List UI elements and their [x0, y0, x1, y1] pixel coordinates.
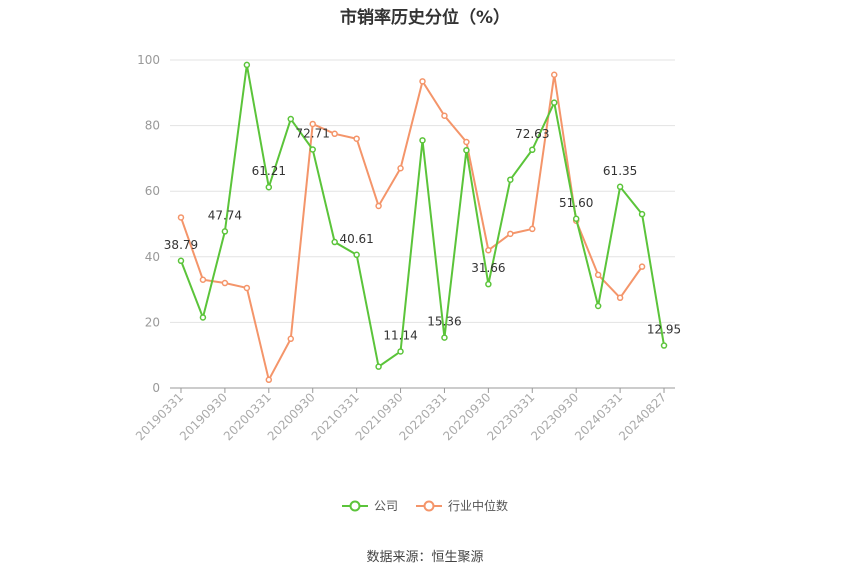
data-point — [419, 78, 426, 85]
data-point — [550, 99, 558, 106]
data-point — [441, 334, 448, 341]
data-point — [616, 183, 624, 191]
y-tick-label: 80 — [145, 119, 160, 133]
y-tick-label: 20 — [145, 315, 160, 329]
series-1 — [177, 71, 646, 384]
data-point — [572, 215, 580, 223]
data-point — [177, 257, 185, 265]
data-point — [507, 230, 514, 238]
data-label: 12.95 — [647, 323, 681, 337]
data-point — [397, 348, 404, 355]
y-tick-label: 100 — [137, 53, 160, 67]
legend-company-marker — [341, 500, 368, 511]
data-point — [638, 210, 646, 218]
legend: 公司 行业中位数 — [0, 497, 850, 514]
y-axis: 0 20 40 60 80 100 — [137, 53, 160, 395]
data-point — [199, 314, 207, 321]
data-point — [353, 135, 360, 142]
legend-industry-marker — [416, 500, 442, 511]
data-label: 31.66 — [471, 261, 505, 275]
data-point — [594, 271, 602, 279]
data-point — [353, 251, 360, 259]
data-point — [529, 225, 536, 233]
data-point — [441, 112, 448, 120]
y-tick-label: 0 — [152, 381, 160, 395]
data-point — [243, 61, 251, 69]
series-line — [180, 64, 666, 369]
data-point — [243, 284, 251, 292]
data-point — [550, 71, 558, 79]
data-point — [309, 120, 316, 128]
legend-industry-label: 行业中位数 — [448, 499, 509, 513]
x-tick-labels: 2019033120190930202003312020093020210331… — [133, 390, 669, 443]
data-label: 11.14 — [383, 328, 417, 342]
data-point — [287, 115, 295, 123]
data-point — [419, 137, 426, 144]
legend-company-label: 公司 — [373, 499, 398, 513]
data-point — [221, 279, 229, 287]
data-point — [594, 302, 602, 310]
data-label: 15.36 — [427, 315, 461, 329]
data-point — [287, 335, 295, 343]
data-point — [265, 376, 273, 384]
line-chart: 0 20 40 60 80 100 201903312019093020200331202… — [133, 53, 681, 443]
data-point — [331, 130, 338, 138]
x-tick-label: 20240827 — [616, 390, 669, 443]
data-point — [463, 146, 470, 154]
data-point — [529, 146, 536, 154]
data-point — [265, 183, 273, 191]
data-point — [463, 138, 470, 146]
data-point — [221, 228, 229, 235]
data-point — [638, 263, 646, 270]
data-label: 61.35 — [603, 164, 637, 178]
legend-item-company[interactable]: 公司 — [341, 497, 398, 514]
data-point — [485, 246, 492, 254]
data-point — [507, 176, 514, 183]
grid-lines — [170, 59, 675, 323]
data-source-note: 数据来源：恒生聚源 — [366, 550, 484, 565]
series-0 — [177, 61, 668, 370]
series-line — [180, 74, 643, 383]
x-axis — [170, 387, 675, 393]
data-label: 72.63 — [515, 127, 549, 141]
legend-item-industry-median[interactable]: 行业中位数 — [416, 497, 508, 514]
data-point — [375, 363, 382, 370]
chart-title: 市销率历史分位（%） — [339, 8, 511, 28]
data-point — [177, 214, 185, 221]
data-point — [616, 294, 624, 302]
y-tick-label: 60 — [145, 184, 160, 198]
data-point — [375, 202, 382, 210]
data-label: 47.74 — [208, 208, 242, 222]
data-point — [485, 280, 492, 288]
y-tick-label: 40 — [145, 250, 160, 264]
data-label: 40.61 — [339, 232, 373, 246]
data-point — [331, 238, 338, 246]
data-point — [660, 342, 668, 349]
data-label: 38.79 — [164, 238, 198, 252]
data-point — [199, 276, 207, 284]
series-lines — [177, 61, 668, 384]
data-point — [309, 146, 316, 153]
data-label: 51.60 — [559, 196, 593, 210]
data-label: 61.21 — [252, 164, 286, 178]
data-point — [397, 164, 404, 172]
data-label: 72.71 — [296, 127, 330, 141]
data-labels: 38.79 47.74 61.21 72.71 40.61 11.14 15.36 31.66… — [164, 127, 681, 343]
